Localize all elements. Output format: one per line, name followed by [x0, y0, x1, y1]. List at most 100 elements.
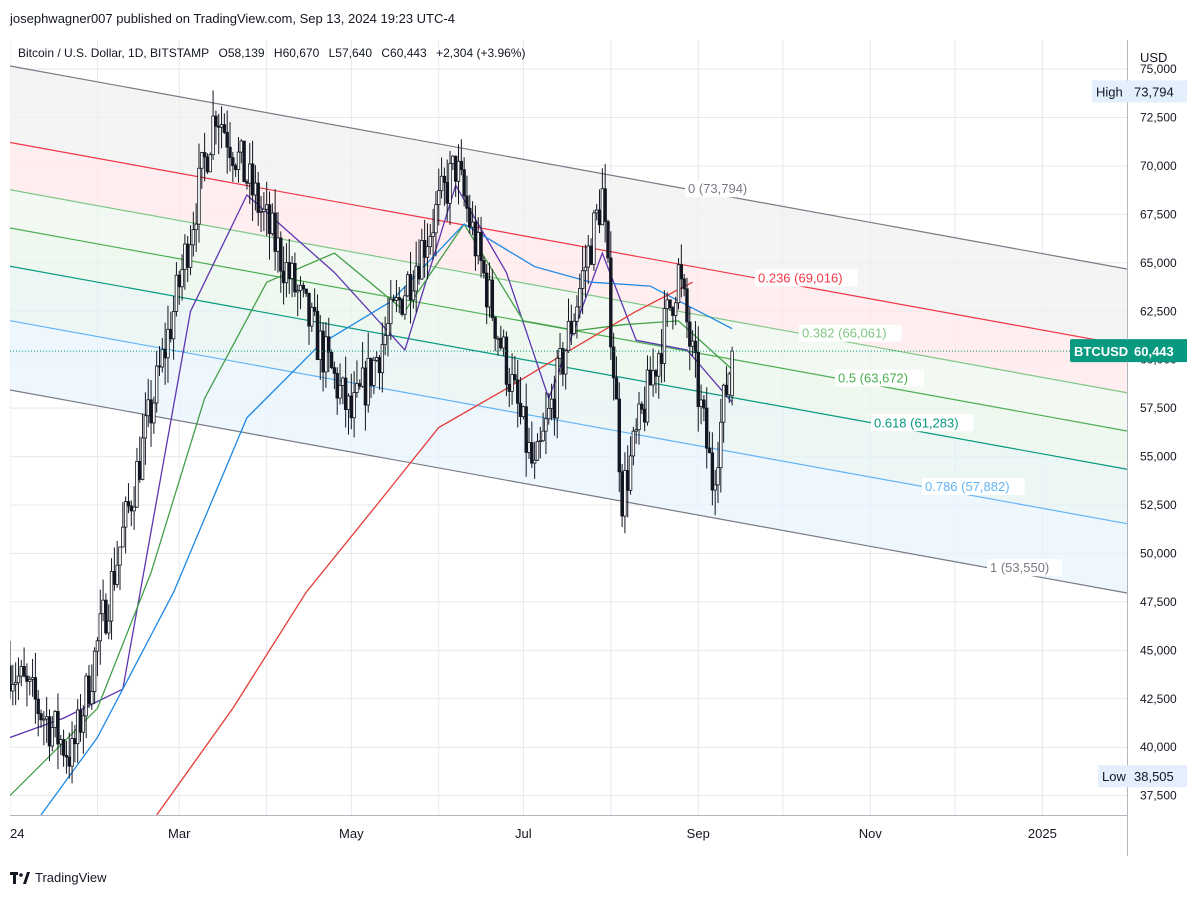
candle-body [109, 571, 114, 622]
candle-body [595, 209, 599, 214]
candle-body [329, 351, 334, 369]
candle-body [397, 297, 401, 301]
candle-body [290, 262, 294, 279]
fib-label: 0.5 (63,672) [838, 370, 908, 385]
candle-body [530, 442, 534, 464]
candle-body [603, 188, 607, 222]
candle-body [53, 711, 57, 728]
candle-body [516, 379, 520, 404]
candle-body [10, 665, 12, 692]
candle-body [524, 406, 528, 453]
candle-body [682, 278, 686, 290]
fib-label: 0 (73,794) [688, 181, 747, 196]
candle-body [662, 308, 667, 364]
candle-body [202, 152, 207, 158]
candle-body [177, 274, 181, 288]
candle-body [606, 221, 610, 259]
candle-body [541, 430, 545, 442]
candle-body [13, 682, 18, 685]
candle-body [403, 295, 407, 315]
candle-body [417, 265, 421, 280]
candle-body [188, 244, 193, 268]
candle-body [389, 298, 393, 325]
candle-body [563, 350, 568, 375]
candle-body [33, 677, 38, 700]
candle-body [482, 260, 486, 274]
candle-body [705, 407, 709, 449]
candle-body [126, 501, 131, 507]
candle-body [575, 306, 579, 322]
price-tick-label: 45,000 [1140, 643, 1177, 657]
candle-body [693, 340, 698, 353]
candle-body [296, 290, 300, 293]
candle-body [129, 505, 133, 512]
candle-body [304, 288, 308, 294]
candle-body [211, 115, 215, 156]
price-tick-label: 65,000 [1140, 256, 1177, 270]
candle-body [262, 208, 266, 212]
candle-body [281, 270, 286, 284]
last-symbol-box [1070, 339, 1128, 363]
candle-body [90, 691, 94, 705]
candle-body [493, 317, 497, 339]
candle-body [484, 272, 489, 308]
candle-body [654, 370, 658, 377]
low-value-box [1128, 765, 1187, 788]
candle-body [445, 182, 449, 204]
candle-body [620, 471, 624, 517]
candle-body [118, 546, 122, 566]
candle-body [225, 131, 229, 148]
symbol-low: L57,640 [328, 46, 373, 60]
fib-label: 0.618 (61,283) [874, 415, 959, 430]
fib-label: 0.786 (57,882) [925, 479, 1010, 494]
candle-body [462, 169, 466, 197]
candle-body [611, 346, 616, 379]
price-tick-label: 55,000 [1140, 450, 1177, 464]
candle-body [422, 240, 427, 258]
symbol-legend: Bitcoin / U.S. Dollar, 1D, BITSTAMP O58,… [18, 46, 531, 60]
candle-body [439, 175, 444, 192]
candle-body [341, 377, 345, 386]
price-tick-label: 62,500 [1140, 304, 1177, 318]
candle-body [222, 124, 227, 133]
price-tick-label: 70,000 [1140, 159, 1177, 173]
candle-body [279, 237, 283, 272]
candle-body [538, 440, 542, 443]
candle-body [592, 212, 596, 265]
candle-body [699, 399, 703, 407]
candle-body [434, 204, 438, 234]
price-tick-label: 37,500 [1140, 789, 1177, 803]
chart-frame[interactable]: 0 (73,794) 0.236 (69,016) 0.382 (66,061) 0.… [10, 40, 1187, 856]
candle-body [518, 402, 523, 417]
candle-body [688, 321, 692, 347]
candle-body [561, 348, 565, 375]
candle-body [696, 351, 700, 407]
candle-body [84, 675, 88, 717]
candle-body [442, 175, 447, 183]
price-chart[interactable]: 0 (73,794) 0.236 (69,016) 0.382 (66,061) 0.… [10, 40, 1187, 856]
candle-body [338, 385, 342, 399]
candle-body [473, 221, 478, 257]
candle-body [637, 403, 641, 431]
tradingview-logo-icon [10, 871, 30, 884]
time-tick-label: 2024 [10, 826, 24, 841]
candle-body [28, 678, 32, 682]
candle-body [335, 372, 339, 399]
candle-body [459, 160, 464, 171]
candle-body [453, 155, 458, 182]
candle-body [721, 384, 726, 423]
candle-body [107, 620, 111, 634]
fib-label: 0.236 (69,016) [758, 270, 843, 285]
candle-body [391, 298, 396, 301]
candle-body [600, 188, 605, 226]
candle-body [363, 367, 368, 406]
candle-body [152, 402, 156, 424]
price-tick-label: 47,500 [1140, 595, 1177, 609]
candle-body [324, 336, 328, 373]
candle-body [166, 328, 170, 359]
candle-body [92, 650, 97, 692]
candle-body [301, 284, 306, 290]
candle-body [101, 599, 105, 615]
candle-body [98, 613, 102, 642]
